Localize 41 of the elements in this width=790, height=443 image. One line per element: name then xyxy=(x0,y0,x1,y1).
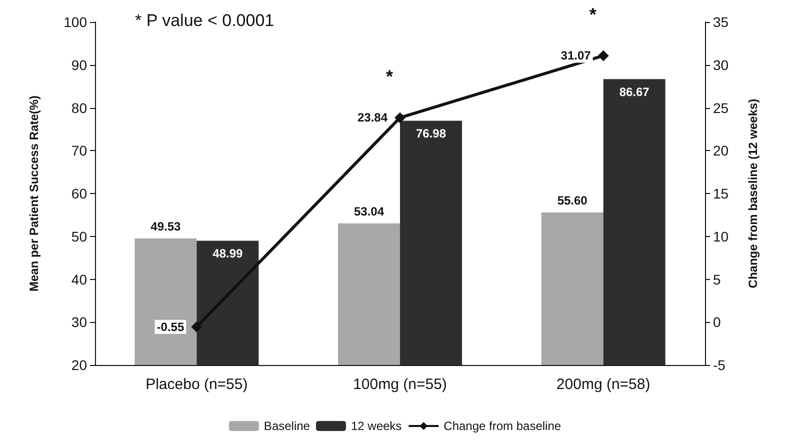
legend-label: Change from baseline xyxy=(444,419,562,433)
data-label: 55.60 xyxy=(557,193,588,208)
y2-tick-label: 10 xyxy=(713,228,729,244)
y2-tick-label: 30 xyxy=(713,56,729,73)
annotation: * P value < 0.0001 xyxy=(135,11,274,30)
data-label: 49.53 xyxy=(150,219,182,234)
y-tick-label: 60 xyxy=(71,186,88,202)
y-tick-label: 30 xyxy=(71,314,88,330)
y2-tick-label: -5 xyxy=(713,357,726,373)
legend-label: Baseline xyxy=(264,419,310,433)
y-tick-label: 100 xyxy=(64,14,88,30)
point xyxy=(394,112,406,124)
y-axis-title: Mean per Patient Success Rate(%) xyxy=(27,95,41,292)
data-label: 86.67 xyxy=(619,85,650,100)
data-label: 31.07 xyxy=(560,48,592,63)
y2-tick-label: 25 xyxy=(713,100,729,116)
annotation: * xyxy=(386,66,394,87)
y-tick-label: 90 xyxy=(71,56,88,73)
y-tick-label: 20 xyxy=(71,357,88,373)
data-label: 76.98 xyxy=(416,126,446,141)
point xyxy=(598,50,609,62)
y2-tick-label: 0 xyxy=(713,314,721,330)
y2-tick-label: 35 xyxy=(713,14,729,30)
y-tick-label: 40 xyxy=(71,271,88,288)
x-tick-label: 200mg (n=58) xyxy=(556,376,650,393)
x-tick-label: Placebo (n=55) xyxy=(146,376,248,393)
y2-tick-label: 20 xyxy=(713,142,729,159)
legend-label: 12 weeks xyxy=(350,419,402,433)
y-tick-label: 80 xyxy=(71,100,88,116)
y-tick-label: 70 xyxy=(71,142,88,159)
data-label: 48.99 xyxy=(212,246,244,261)
point xyxy=(191,321,202,332)
x-tick-label: 100mg (n=55) xyxy=(353,376,447,393)
annotation: * xyxy=(589,4,596,25)
data-label: -0.55 xyxy=(156,320,184,334)
data-label: 23.84 xyxy=(357,110,388,125)
y-tick-label: 50 xyxy=(71,228,88,244)
y2-axis-title: Change from baseline (12 weeks) xyxy=(746,98,760,288)
y2-tick-label: 15 xyxy=(713,186,729,202)
data-label: 53.04 xyxy=(354,204,384,218)
y2-tick-label: 5 xyxy=(713,271,721,288)
